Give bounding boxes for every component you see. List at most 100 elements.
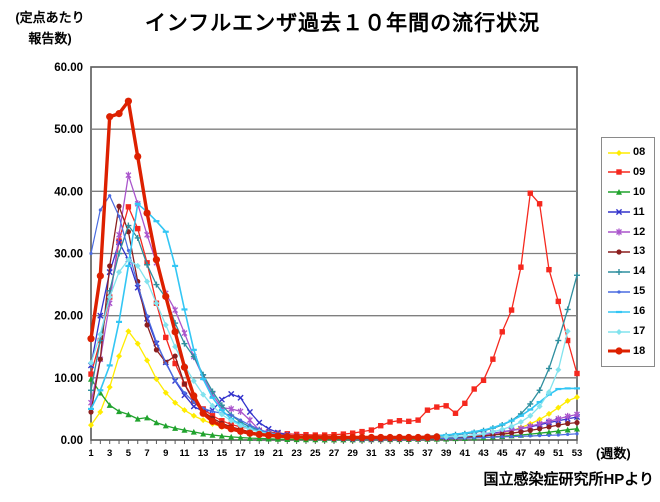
data-point-marker <box>574 419 580 426</box>
data-point-marker <box>208 417 217 425</box>
data-point-marker <box>125 256 132 263</box>
data-point-marker <box>574 394 580 401</box>
data-point-marker <box>134 340 141 347</box>
y-tick-label: 40.00 <box>54 186 83 198</box>
data-point-marker <box>358 433 366 442</box>
data-point-marker <box>545 410 552 417</box>
data-point-marker <box>106 402 113 408</box>
chart-title: インフルエンザ過去１０年間の流行状況 <box>144 12 541 35</box>
data-point-marker <box>461 432 468 439</box>
x-tick-label: 49 <box>534 448 545 459</box>
legend-item-16: 16 <box>607 302 650 321</box>
x-tick-label: 1 <box>88 448 94 459</box>
data-point-marker <box>218 432 225 439</box>
data-point-marker <box>499 431 505 437</box>
data-point-marker <box>172 360 178 367</box>
x-tick-label: 41 <box>460 448 471 459</box>
data-point-marker <box>339 433 347 442</box>
x-tick-label: 11 <box>179 448 190 459</box>
data-point-marker <box>143 315 151 322</box>
data-point-marker <box>116 353 123 360</box>
data-point-marker <box>135 225 141 232</box>
data-point-marker <box>256 435 263 442</box>
data-point-marker <box>228 390 235 398</box>
legend-marker-icon <box>608 328 630 335</box>
data-point-marker <box>143 209 151 217</box>
data-point-marker <box>181 381 188 387</box>
data-point-marker <box>152 256 161 264</box>
data-point-marker <box>527 412 534 419</box>
data-point-marker <box>181 427 188 433</box>
data-point-marker <box>433 433 441 441</box>
data-point-marker <box>508 423 515 430</box>
y-axis-unit-line2: 報告数) <box>28 30 72 46</box>
data-point-marker <box>106 294 113 301</box>
data-point-marker <box>237 422 244 429</box>
data-point-marker <box>349 430 356 436</box>
data-point-marker <box>116 408 123 415</box>
data-point-marker <box>116 203 122 209</box>
data-point-marker <box>481 435 486 440</box>
data-point-marker <box>163 334 169 341</box>
data-point-marker <box>97 312 104 319</box>
data-point-marker <box>136 282 140 287</box>
data-point-marker <box>527 427 533 433</box>
data-point-marker <box>471 432 478 439</box>
x-tick-label: 21 <box>273 448 284 459</box>
data-point-marker <box>575 432 579 436</box>
data-point-marker <box>256 419 263 426</box>
x-tick-label: 53 <box>572 448 583 459</box>
data-point-marker <box>190 377 197 384</box>
data-point-marker <box>283 432 291 441</box>
data-point-marker <box>172 399 179 406</box>
data-point-marker <box>134 262 141 269</box>
data-point-marker <box>377 433 385 442</box>
data-point-marker <box>88 371 94 377</box>
legend-marker-icon <box>608 228 630 236</box>
y-axis-unit-line1: (定点あたり <box>15 10 85 25</box>
data-point-marker <box>162 321 169 328</box>
data-point-marker <box>518 429 524 435</box>
y-tick-label: 20.00 <box>54 311 83 323</box>
data-point-marker <box>556 433 560 437</box>
x-tick-label: 27 <box>329 448 340 459</box>
data-point-marker <box>209 402 216 409</box>
data-point-marker <box>134 284 141 291</box>
x-tick-label: 35 <box>403 448 414 459</box>
legend-item-12: 12 <box>607 223 650 242</box>
data-point-marker <box>545 429 552 435</box>
x-tick-label: 39 <box>441 448 452 459</box>
data-point-marker <box>180 363 189 371</box>
data-point-marker <box>218 422 226 430</box>
data-point-marker <box>218 411 225 418</box>
data-point-marker <box>190 392 198 400</box>
data-point-marker <box>443 433 450 440</box>
x-tick-label: 19 <box>254 448 265 459</box>
legend-item-09: 09 <box>607 163 650 182</box>
data-point-marker <box>106 384 113 391</box>
x-tick-label: 45 <box>497 448 508 459</box>
data-point-marker <box>97 356 103 362</box>
data-point-marker <box>452 433 459 440</box>
data-point-marker <box>227 425 235 433</box>
data-point-marker <box>555 422 561 428</box>
data-point-marker <box>555 427 562 434</box>
data-point-marker <box>415 417 421 423</box>
x-axis-unit-label: (週数) <box>596 446 631 461</box>
legend-item-13: 13 <box>607 242 650 261</box>
data-point-marker <box>471 386 477 392</box>
data-point-marker <box>228 417 235 424</box>
data-point-marker <box>538 434 542 438</box>
legend-label: 12 <box>633 225 646 238</box>
data-point-marker <box>116 238 122 244</box>
x-tick-label: 13 <box>198 448 209 459</box>
x-tick-label: 15 <box>217 448 228 459</box>
data-point-marker <box>546 424 552 430</box>
data-point-marker <box>546 266 552 273</box>
data-point-marker <box>246 429 254 437</box>
data-point-marker <box>490 356 496 362</box>
legend-marker-icon <box>608 209 630 216</box>
legend-marker-icon <box>608 347 630 356</box>
legend-label: 17 <box>633 325 646 338</box>
